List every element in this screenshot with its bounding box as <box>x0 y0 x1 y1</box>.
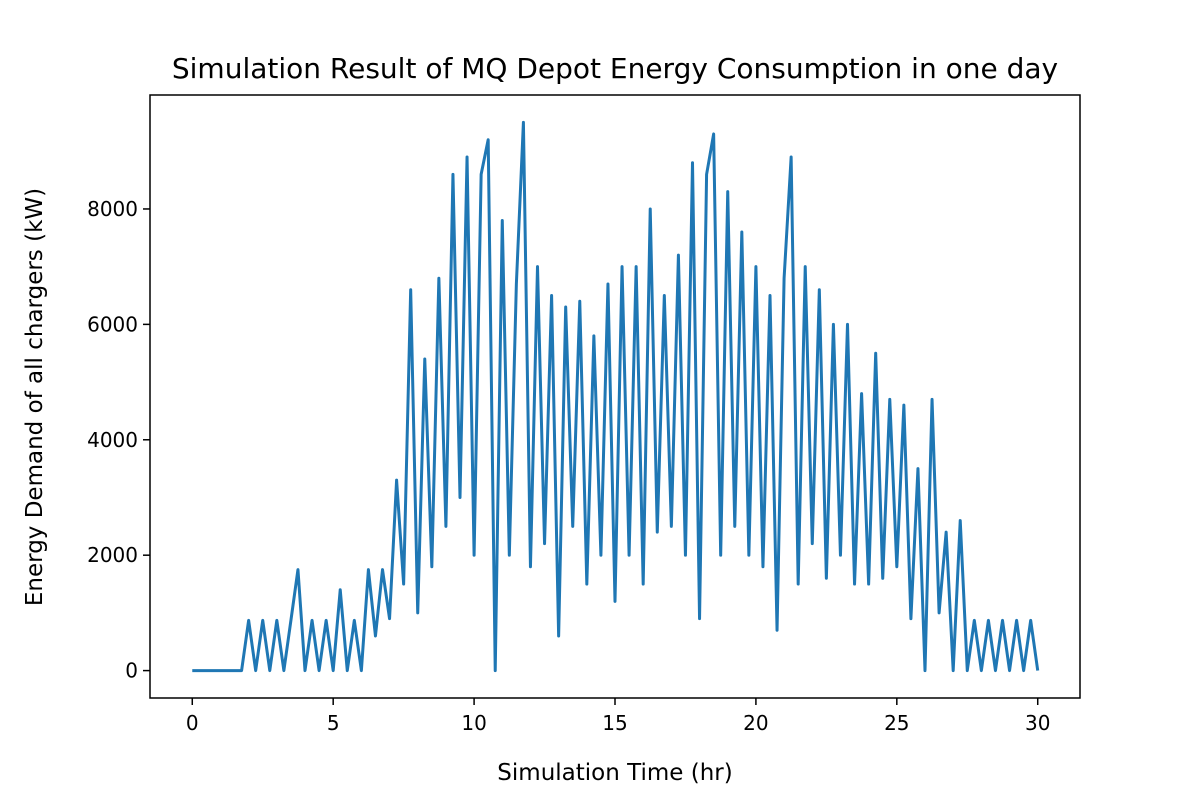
x-tick-label: 25 <box>884 711 909 735</box>
x-tick-label: 15 <box>602 711 627 735</box>
y-tick-label: 6000 <box>87 312 138 336</box>
x-tick-label: 5 <box>327 711 340 735</box>
x-tick-label: 20 <box>743 711 768 735</box>
x-tick-label: 0 <box>186 711 199 735</box>
y-tick-label: 8000 <box>87 197 138 221</box>
x-axis-label: Simulation Time (hr) <box>497 760 732 786</box>
x-tick-label: 30 <box>1025 711 1050 735</box>
chart-title: Simulation Result of MQ Depot Energy Con… <box>172 52 1058 85</box>
y-axis-label: Energy Demand of all chargers (kW) <box>22 188 48 606</box>
y-tick-label: 2000 <box>87 543 138 567</box>
y-tick-label: 0 <box>125 659 138 683</box>
plot-frame <box>149 94 1081 699</box>
x-tick-label: 10 <box>461 711 486 735</box>
data-line <box>192 120 1040 673</box>
y-tick-label: 4000 <box>87 428 138 452</box>
